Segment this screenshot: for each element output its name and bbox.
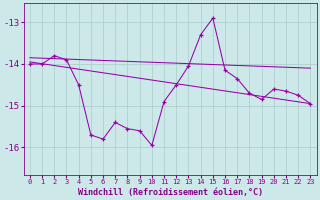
X-axis label: Windchill (Refroidissement éolien,°C): Windchill (Refroidissement éolien,°C) xyxy=(78,188,263,197)
